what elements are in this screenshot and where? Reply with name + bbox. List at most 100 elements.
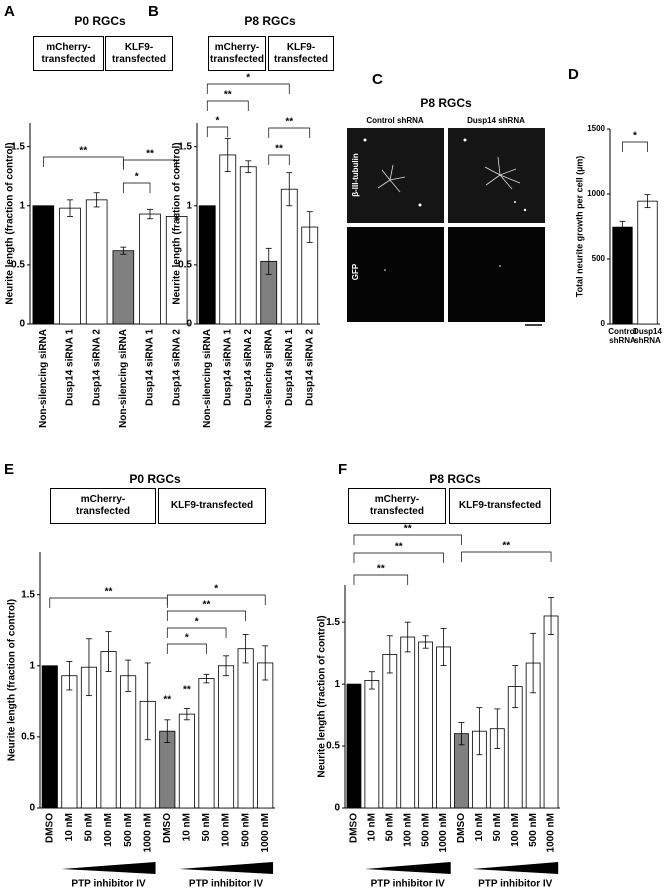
x-tick-label: Dusp14 siRNA 1 bbox=[145, 329, 156, 406]
error-bar bbox=[93, 192, 100, 208]
x-group-label: PTP inhibitor IV bbox=[71, 879, 146, 890]
panel-letter: C bbox=[372, 71, 383, 88]
significance-label: ** bbox=[146, 149, 154, 160]
group-box: mCherry-transfected bbox=[348, 488, 446, 524]
x-tick-label: DMSO bbox=[349, 813, 360, 843]
x-tick-label: Non-silencing siRNA bbox=[38, 329, 49, 428]
significance-bracket bbox=[353, 552, 444, 563]
error-bar bbox=[173, 213, 180, 220]
panel-letter: A bbox=[4, 3, 15, 20]
bar bbox=[346, 683, 362, 809]
row-label: GFP bbox=[351, 263, 360, 280]
bar bbox=[198, 678, 215, 809]
x-tick-label: 1000 nM bbox=[260, 813, 271, 852]
significance-label: * bbox=[633, 131, 637, 142]
error-bar bbox=[440, 627, 447, 666]
y-axis-label: Neurite length (fraction of control) bbox=[317, 615, 328, 777]
error-bar bbox=[85, 638, 92, 697]
group-box: KLF9-transfected bbox=[158, 488, 266, 524]
error-bar bbox=[203, 673, 210, 684]
significance-label: * bbox=[246, 73, 250, 84]
y-tick-label: 1 bbox=[19, 200, 25, 211]
y-axis-label: Total neurite growth per cell (µm) bbox=[574, 156, 584, 298]
bar bbox=[219, 154, 237, 325]
x-tick-label: Dusp14 shRNA bbox=[633, 327, 662, 345]
y-tick-label: 0.5 bbox=[21, 732, 35, 743]
micrograph-panel bbox=[347, 128, 545, 326]
concentration-wedge bbox=[179, 862, 274, 874]
significance-bracket bbox=[166, 643, 207, 654]
x-tick-label: DMSO bbox=[162, 813, 173, 843]
error-bar bbox=[422, 635, 429, 649]
x-tick-label: 50 nM bbox=[384, 813, 395, 841]
y-tick-label: 0.5 bbox=[178, 260, 192, 271]
x-tick-label: Dusp14 siRNA 1 bbox=[65, 329, 76, 406]
significance-bracket bbox=[206, 83, 290, 94]
bar bbox=[178, 713, 195, 809]
x-tick-label: Dusp14 siRNA 2 bbox=[243, 329, 254, 406]
error-bar bbox=[105, 631, 112, 672]
y-tick-label: 1.5 bbox=[326, 617, 340, 628]
bar bbox=[59, 207, 81, 325]
x-tick-label: DMSO bbox=[456, 813, 467, 843]
bar bbox=[218, 665, 235, 809]
significance-bracket bbox=[206, 100, 249, 111]
y-tick-label: 1.5 bbox=[11, 141, 25, 152]
significance-bracket bbox=[166, 610, 246, 621]
significance-label: * bbox=[185, 633, 189, 644]
x-tick-label: Dusp14 siRNA 1 bbox=[222, 329, 233, 406]
significance-bracket bbox=[42, 156, 124, 167]
y-tick-label: 0.5 bbox=[11, 260, 25, 271]
error-bar bbox=[644, 194, 651, 209]
x-tick-label: Dusp14 siRNA 2 bbox=[171, 329, 182, 406]
image bbox=[347, 227, 444, 322]
error-bar bbox=[619, 220, 626, 234]
bar bbox=[239, 166, 257, 325]
group-box: mCherry-transfected bbox=[50, 488, 156, 524]
x-tick-label: 10 nM bbox=[64, 813, 75, 841]
concentration-wedge bbox=[364, 862, 451, 874]
error-bar bbox=[144, 662, 151, 741]
panel-letter: E bbox=[4, 461, 14, 478]
error-bar bbox=[494, 708, 501, 749]
significance-bracket bbox=[166, 627, 227, 638]
error-bar bbox=[245, 160, 252, 174]
significance-label: ** bbox=[285, 117, 293, 128]
error-bar bbox=[265, 247, 272, 275]
image bbox=[448, 128, 545, 223]
column-label: Control shRNA bbox=[366, 116, 424, 125]
panel-title: P0 RGCs bbox=[129, 472, 181, 486]
significance-label: ** bbox=[183, 685, 191, 696]
error-bar bbox=[286, 172, 293, 207]
y-tick-label: 1500 bbox=[587, 124, 605, 133]
x-tick-label: Dusp14 siRNA 1 bbox=[284, 329, 295, 406]
y-tick-label: 0.5 bbox=[326, 741, 340, 752]
significance-label: ** bbox=[224, 90, 232, 101]
significance-label: ** bbox=[105, 587, 113, 598]
x-group-label: PTP inhibitor IV bbox=[189, 879, 264, 890]
panel-title: P0 RGCs bbox=[74, 14, 126, 28]
significance-label: * bbox=[195, 617, 199, 628]
significance-bracket bbox=[353, 534, 462, 545]
y-tick-label: 1.5 bbox=[21, 589, 35, 600]
neurons bbox=[377, 156, 521, 193]
x-tick-label: 10 nM bbox=[367, 813, 378, 841]
image bbox=[347, 128, 444, 223]
y-tick-label: 1000 bbox=[587, 189, 605, 198]
significance-bracket bbox=[206, 126, 229, 137]
y-tick-label: 0 bbox=[29, 803, 35, 814]
y-tick-label: 0 bbox=[19, 319, 25, 330]
error-bar bbox=[530, 632, 537, 694]
error-bar bbox=[368, 671, 375, 690]
error-bar bbox=[223, 655, 230, 677]
bar bbox=[32, 205, 55, 325]
panel-letter: F bbox=[338, 461, 347, 478]
significance-bracket bbox=[268, 154, 290, 165]
significance-label: ** bbox=[163, 695, 171, 706]
x-group-label: PTP inhibitor IV bbox=[371, 879, 446, 890]
bar bbox=[85, 199, 108, 325]
y-tick-label: 1 bbox=[186, 200, 192, 211]
bar bbox=[61, 675, 78, 809]
bar bbox=[257, 662, 274, 809]
error-bar bbox=[262, 645, 269, 681]
